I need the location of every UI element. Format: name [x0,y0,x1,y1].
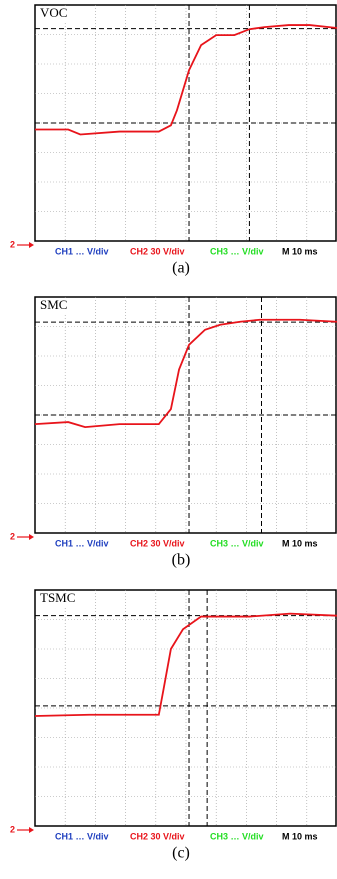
channel-label: M 10 ms [282,246,318,256]
chart-title: SMC [40,297,67,312]
chart-title: VOC [40,5,67,20]
channel-label: M 10 ms [282,831,318,841]
channel-label: CH2 30 V/div [130,538,185,548]
caption: (b) [172,552,191,569]
ground-marker: 2 [10,824,15,834]
caption: (a) [172,260,190,277]
channel-label: M 10 ms [282,538,318,548]
channel-label: CH2 30 V/div [130,246,185,256]
ground-marker: 2 [10,531,15,541]
channel-label: CH3 … V/div [210,831,264,841]
figure: VOC 2 CH1 … V/div CH2 30 V/div CH3 … V/div M … [0,0,337,879]
channel-label: CH3 … V/div [210,246,264,256]
ground-arrowhead [29,242,34,248]
chart-title: TSMC [40,590,75,605]
caption: (c) [172,845,190,862]
channel-label: CH2 30 V/div [130,831,185,841]
ground-arrowhead [29,534,34,540]
channel-label: CH3 … V/div [210,538,264,548]
ground-arrowhead [29,827,34,833]
channel-label: CH1 … V/div [55,538,109,548]
channel-label: CH1 … V/div [55,831,109,841]
ground-marker: 2 [10,239,15,249]
channel-label: CH1 … V/div [55,246,109,256]
